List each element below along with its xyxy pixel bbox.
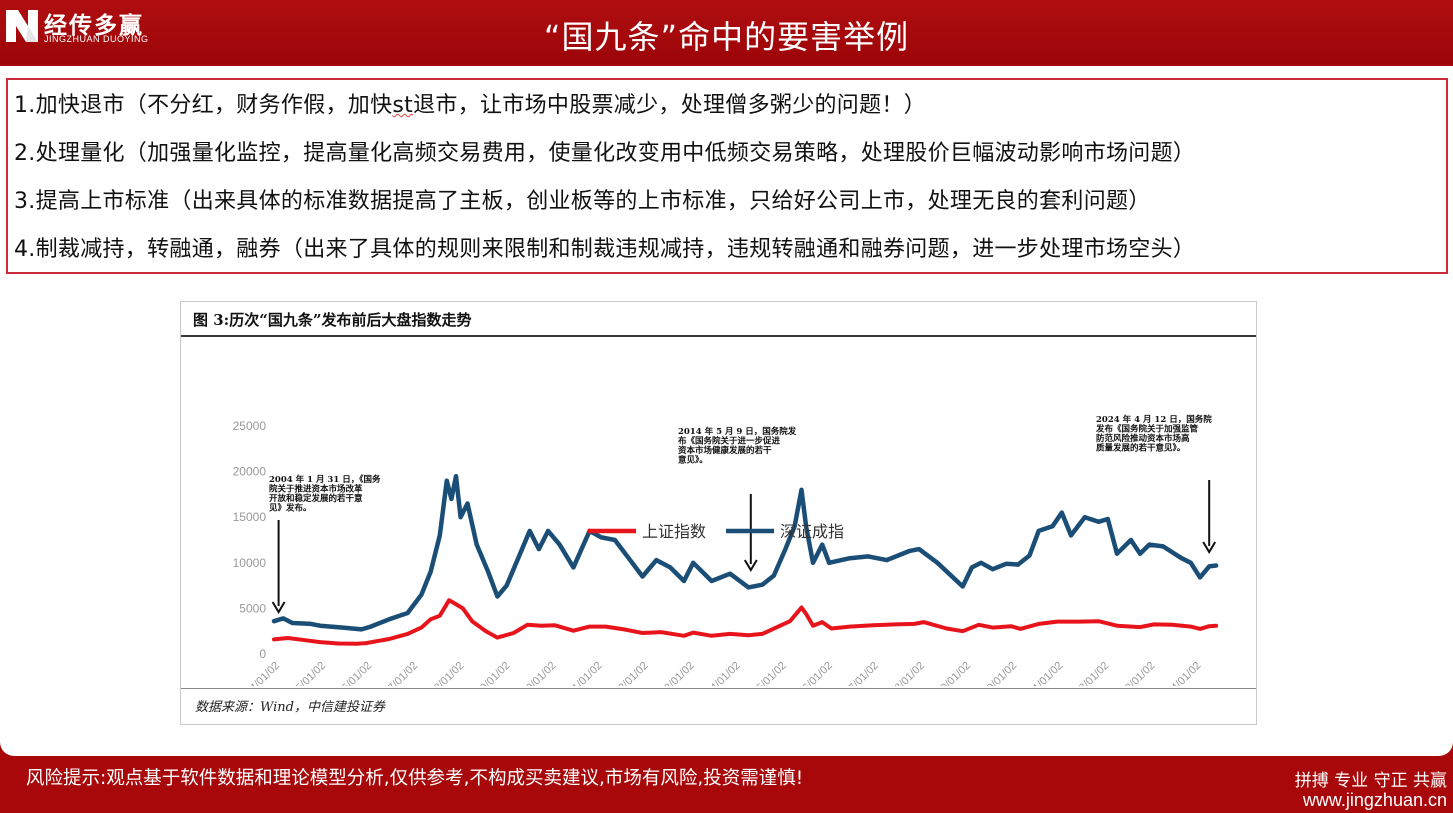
x-tick-label: 2020/01/02 — [972, 660, 1019, 686]
annotation-text-line: 防范风险推动资本市场高 — [1096, 433, 1190, 444]
annotation-arrow-icon — [1202, 541, 1217, 554]
rule-item-2: 2.处理量化（加强量化监控，提高量化高频交易费用，使量化改变用中低频交易策略，处… — [14, 141, 1196, 166]
x-tick-label: 2014/01/02 — [695, 660, 742, 686]
x-tick-label: 2022/01/02 — [1064, 660, 1111, 686]
figure-title: 图 3:历次“国九条”发布前后大盘指数走势 — [193, 311, 472, 329]
x-tick-label: 2012/01/02 — [603, 660, 650, 686]
logo-text-cn: 经传多赢 — [44, 13, 144, 39]
content-panel: 1.加快退市（不分红，财务作假，加快st退市，让市场中股票减少，处理僧多粥少的问… — [0, 66, 1453, 756]
rules-box: 1.加快退市（不分红，财务作假，加快st退市，让市场中股票减少，处理僧多粥少的问… — [6, 78, 1448, 274]
annotation-text-line: 布《国务院关于进一步促进 — [677, 436, 781, 447]
x-tick-label: 2016/01/02 — [788, 660, 835, 686]
header: 经传多赢 JINGZHUAN DUOYING “国九条”命中的要害举例 — [0, 0, 1453, 64]
y-tick-label: 15000 — [233, 510, 267, 524]
rule-1-highlight: st — [392, 93, 414, 118]
legend-label: 深证成指 — [780, 522, 844, 541]
y-tick-label: 0 — [259, 647, 266, 661]
x-tick-label: 2018/01/02 — [880, 660, 927, 686]
x-tick-label: 2008/01/02 — [419, 660, 466, 686]
annotation-text-line: 开放和稳定发展的若干意 — [269, 493, 363, 504]
rule-1-suffix: 退市，让市场中股票减少，处理僧多粥少的问题！） — [413, 93, 927, 118]
x-tick-label: 2011/01/02 — [558, 660, 605, 686]
figure-top-rule — [181, 335, 1256, 337]
x-tick-label: 2013/01/02 — [649, 660, 696, 686]
rule-item-4: 4.制裁减持，转融通，融券（出来了具体的规则来限制和制裁违规减持，违规转融通和融… — [14, 237, 1196, 262]
x-tick-label: 2006/01/02 — [327, 660, 374, 686]
figure-bottom-rule — [181, 688, 1256, 689]
annotation-text-line: 2004 年 1 月 31 日，《国务 — [269, 474, 381, 485]
index-chart: 0 5000 10000 15000 20000 25000 2004/01/022005/… — [233, 414, 1219, 686]
x-tick-label: 2004/01/02 — [235, 660, 282, 686]
annotation-2: 2014 年 5 月 9 日，国务院发布《国务院关于进一步促进资本市场健康发展的… — [677, 426, 797, 572]
x-tick-label: 2010/01/02 — [511, 660, 558, 686]
annotation-text-line: 2014 年 5 月 9 日，国务院发 — [678, 426, 797, 437]
y-tick-label: 25000 — [233, 419, 267, 433]
annotation-text-line: 见》发布。 — [269, 503, 312, 514]
annotation-text-line: 质量发展的若干意见》。 — [1096, 443, 1185, 454]
chart-legend: 上证指数 深证成指 — [588, 522, 844, 541]
risk-warning: 风险提示:观点基于软件数据和理论模型分析,仅供参考,不构成买卖建议,市场有风险,… — [26, 768, 804, 789]
series-line-2 — [271, 473, 1219, 632]
rule-item-1: 1.加快退市（不分红，财务作假，加快st退市，让市场中股票减少，处理僧多粥少的问… — [14, 87, 1446, 135]
annotation-arrow-icon — [743, 559, 758, 572]
annotation-text-line: 资本市场健康发展的若干 — [678, 445, 772, 456]
x-tick-label: 2015/01/02 — [741, 660, 788, 686]
logo-text-en: JINGZHUAN DUOYING — [44, 34, 149, 44]
x-tick-label: 2017/01/02 — [834, 660, 881, 686]
x-tick-label: 2021/01/02 — [1018, 660, 1065, 686]
slide-title: “国九条”命中的要害举例 — [543, 18, 910, 56]
logo-mark-icon — [6, 10, 38, 42]
y-tick-label: 10000 — [233, 556, 267, 570]
x-tick-label: 2009/01/02 — [465, 660, 512, 686]
annotation-text-line: 意见》。 — [678, 455, 708, 466]
footer-url[interactable]: www.jingzhuan.cn — [1302, 790, 1447, 810]
x-tick-label: 2005/01/02 — [281, 660, 328, 686]
annotation-text-line: 发布《国务院关于加强监管 — [1095, 424, 1199, 435]
x-tick-label: 2024/01/02 — [1156, 660, 1203, 686]
y-tick-label: 20000 — [233, 465, 267, 479]
legend-label: 上证指数 — [642, 522, 706, 541]
x-tick-label: 2007/01/02 — [373, 660, 420, 686]
annotation-text-line: 院关于推进资本市场改革 — [269, 484, 363, 495]
annotation-arrow-icon — [271, 601, 286, 614]
x-tick-label: 2019/01/02 — [926, 660, 973, 686]
rule-item-3: 3.提高上市标准（出来具体的标准数据提高了主板，创业板等的上市标准，只给好公司上… — [14, 189, 1151, 214]
annotation-text-line: 2024 年 4 月 12 日，国务院 — [1096, 414, 1212, 425]
x-tick-label: 2023/01/02 — [1110, 660, 1157, 686]
rule-1-prefix: 1.加快退市（不分红，财务作假，加快 — [14, 93, 393, 118]
y-tick-label: 5000 — [239, 601, 266, 615]
footer-slogan: 拼搏 专业 守正 共赢 — [1294, 771, 1447, 791]
figure-source: 数据来源：Wind，中信建投证券 — [195, 700, 385, 715]
chart-figure: 图 3:历次“国九条”发布前后大盘指数走势 0 5000 10000 15000 200… — [180, 301, 1257, 725]
annotation-3: 2024 年 4 月 12 日，国务院发布《国务院关于加强监管防范风险推动资本市… — [1095, 414, 1217, 554]
series-line-1 — [272, 598, 1219, 646]
brand-logo: 经传多赢 JINGZHUAN DUOYING — [4, 6, 174, 46]
annotation-1: 2004 年 1 月 31 日，《国务院关于推进资本市场改革开放和稳定发展的若干… — [269, 474, 381, 614]
